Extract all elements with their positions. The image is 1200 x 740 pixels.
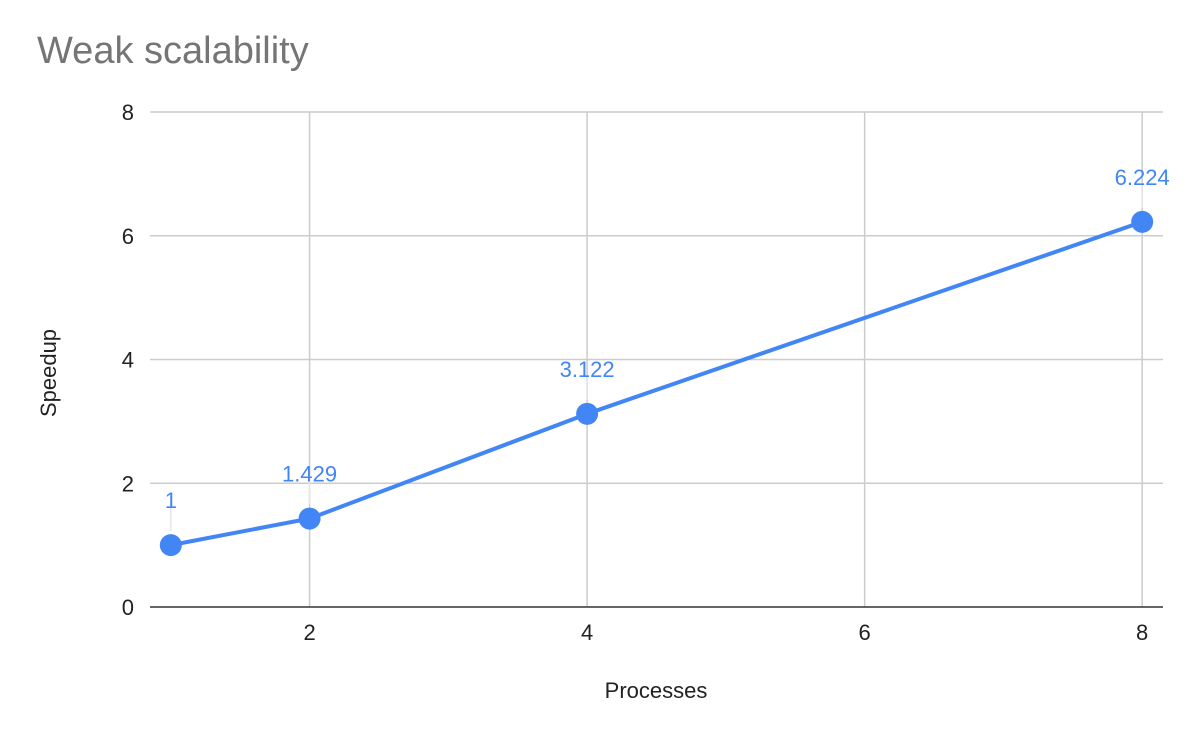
data-point xyxy=(159,534,182,557)
x-tick-label: 4 xyxy=(581,620,593,645)
data-point xyxy=(298,507,321,530)
x-tick-label: 8 xyxy=(1136,620,1148,645)
x-axis-label: Processes xyxy=(605,678,708,703)
chart-title: Weak scalability xyxy=(37,30,309,72)
x-tick-label: 2 xyxy=(303,620,315,645)
series-line xyxy=(168,219,1145,548)
y-tick-label: 0 xyxy=(122,595,134,620)
data-label: 6.224 xyxy=(1115,165,1170,190)
data-label: 3.122 xyxy=(560,357,615,382)
data-label: 1.429 xyxy=(282,462,337,487)
x-tick-label: 6 xyxy=(859,620,871,645)
y-tick-label: 4 xyxy=(122,348,134,373)
y-tick-label: 6 xyxy=(122,224,134,249)
y-tick-label: 8 xyxy=(122,100,134,125)
data-point xyxy=(1131,210,1154,233)
data-point xyxy=(576,402,599,425)
y-tick-label: 2 xyxy=(122,471,134,496)
data-label: 1 xyxy=(165,488,177,513)
y-axis-label: Speedup xyxy=(36,329,61,417)
